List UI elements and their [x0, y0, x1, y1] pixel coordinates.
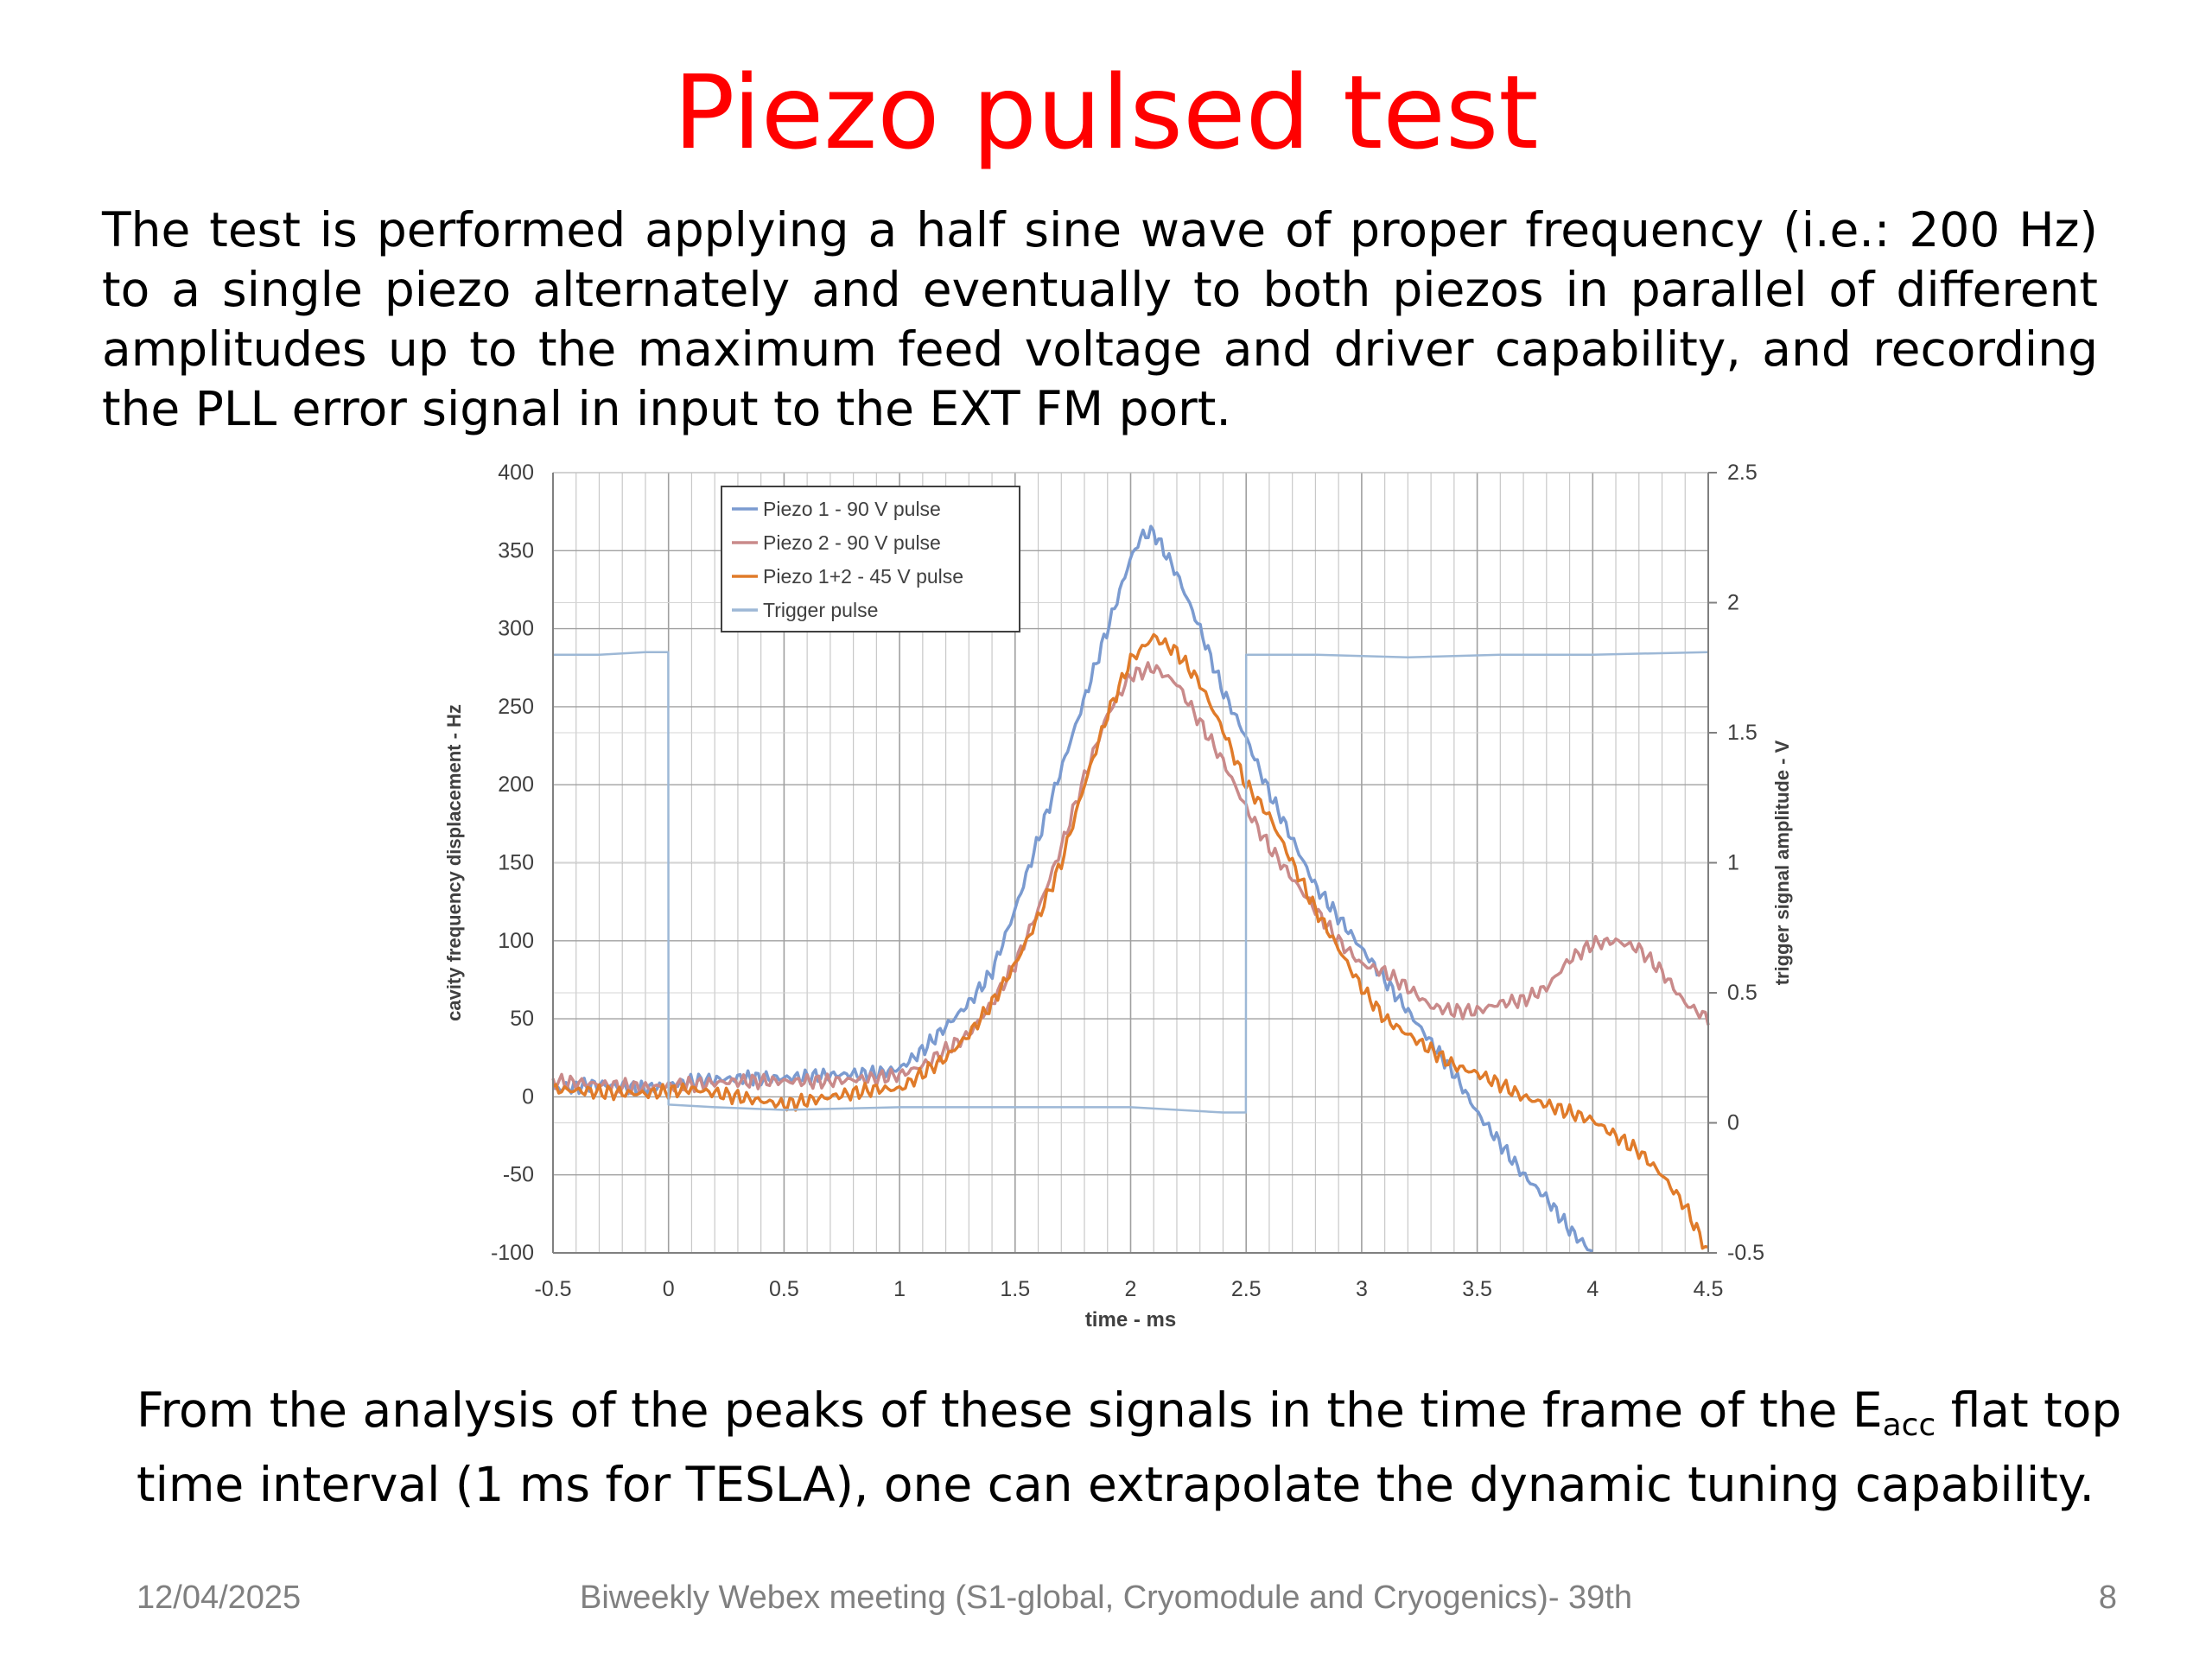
legend-label: Piezo 2 - 90 V pulse	[763, 531, 941, 554]
y-tick-label: -50	[503, 1163, 534, 1187]
chart-series-group	[551, 524, 1710, 1253]
legend-label: Piezo 1+2 - 45 V pulse	[763, 565, 963, 588]
legend-label: Trigger pulse	[763, 599, 878, 621]
x-tick-label: 2	[1125, 1277, 1137, 1301]
x-tick-label: 4	[1586, 1277, 1599, 1301]
x-tick-label: 0	[663, 1277, 675, 1301]
conclusion-paragraph: From the analysis of the peaks of these …	[137, 1381, 2124, 1515]
legend-box	[721, 486, 1020, 632]
x-tick-label: 2.5	[1231, 1277, 1262, 1301]
x-axis-title: time - ms	[1085, 1308, 1176, 1332]
y-tick-label: 250	[498, 695, 534, 719]
x-tick-label: 4.5	[1694, 1277, 1724, 1301]
x-tick-label: 1	[893, 1277, 906, 1301]
footer-center: Biweekly Webex meeting (S1-global, Cryom…	[580, 1580, 1632, 1616]
y-tick-label: 0	[522, 1084, 534, 1109]
slide-title: Piezo pulsed test	[673, 53, 1539, 172]
y-tick-label: 50	[510, 1007, 534, 1031]
y-tick-label: 300	[498, 617, 534, 641]
y-tick-label: 400	[498, 461, 534, 485]
y2-tick-label: 0	[1727, 1111, 1739, 1135]
y2-tick-label: 1	[1727, 851, 1739, 875]
y2-tick-label: 2	[1727, 591, 1739, 615]
x-tick-label: 3.5	[1462, 1277, 1492, 1301]
chart-area: -100 -50 0 50 100 150 200 250 300 350 400 -0.5 0 0.5 1…	[443, 461, 1793, 1332]
y2-tick-label: -0.5	[1727, 1241, 1764, 1265]
conclusion-subscript: acc	[1882, 1408, 1936, 1443]
legend-label: Piezo 1 - 90 V pulse	[763, 498, 941, 520]
x-tick-label: 0.5	[769, 1277, 799, 1301]
y2-axis-title: trigger signal amplitude - V	[1771, 740, 1793, 985]
conclusion-text-pre: From the analysis of the peaks of these …	[137, 1382, 1883, 1438]
intro-paragraph: The test is performed applying a half si…	[102, 202, 2098, 436]
chart-legend: Piezo 1 - 90 V pulse Piezo 2 - 90 V pulse…	[721, 486, 1020, 632]
y-tick-label: 100	[498, 929, 534, 953]
x-tick-label: 3	[1356, 1277, 1368, 1301]
y-tick-label: -100	[491, 1241, 534, 1265]
series-line-3	[551, 632, 1709, 1250]
footer-date: 12/04/2025	[137, 1580, 302, 1616]
y-tick-label: 200	[498, 772, 534, 797]
series-line-4	[553, 651, 1709, 1114]
series-line-1	[551, 524, 1593, 1253]
y-tick-label: 350	[498, 538, 534, 563]
footer-page-number: 8	[2098, 1580, 2117, 1616]
y-tick-label: 150	[498, 851, 534, 875]
x-tick-label: -0.5	[534, 1277, 571, 1301]
y-axis-title: cavity frequency displacement - Hz	[443, 704, 465, 1021]
y2-tick-label: 2.5	[1727, 461, 1758, 485]
conclusion-text-post: flat top time interval (1 ms for TESLA),…	[137, 1382, 2122, 1512]
chart-axes: -100 -50 0 50 100 150 200 250 300 350 400 -0.5 0 0.5 1…	[443, 461, 1793, 1332]
y2-tick-label: 0.5	[1727, 981, 1758, 1005]
x-tick-label: 1.5	[1000, 1277, 1030, 1301]
y2-tick-label: 1.5	[1727, 721, 1758, 745]
series-line-2	[551, 661, 1710, 1096]
